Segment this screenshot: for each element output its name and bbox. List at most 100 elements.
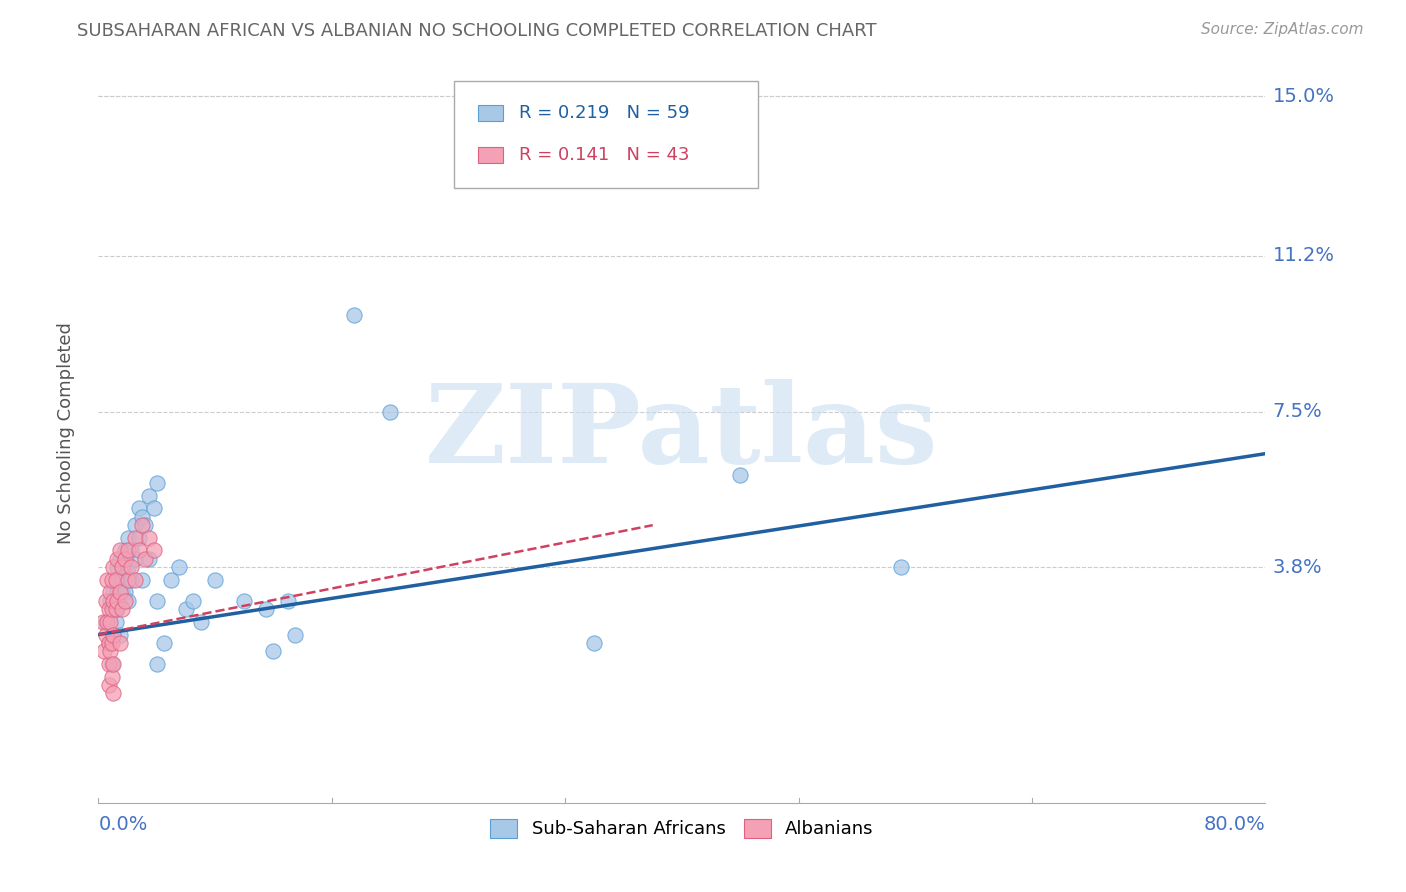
Point xyxy=(100,602,122,616)
Point xyxy=(105,560,128,574)
Point xyxy=(101,627,124,641)
Point xyxy=(124,518,146,533)
Text: ZIPatlas: ZIPatlas xyxy=(425,379,939,486)
Point xyxy=(111,560,134,574)
Point xyxy=(94,615,117,629)
Point xyxy=(146,476,169,491)
FancyBboxPatch shape xyxy=(454,81,758,188)
FancyBboxPatch shape xyxy=(478,104,503,121)
Point xyxy=(101,560,124,574)
Point xyxy=(110,551,132,566)
Point xyxy=(128,501,150,516)
Point xyxy=(98,594,121,608)
Point xyxy=(131,573,153,587)
Point xyxy=(117,594,139,608)
Point xyxy=(105,585,128,599)
Point xyxy=(181,594,204,608)
Point xyxy=(105,602,128,616)
Point xyxy=(98,585,121,599)
Text: 7.5%: 7.5% xyxy=(1272,402,1323,421)
Point xyxy=(111,602,134,616)
Point xyxy=(120,573,142,587)
Point xyxy=(110,594,132,608)
Point xyxy=(98,615,121,629)
Point xyxy=(91,615,114,629)
Point xyxy=(110,585,132,599)
Point xyxy=(110,543,132,558)
Point xyxy=(112,573,135,587)
Point xyxy=(100,573,122,587)
Point xyxy=(100,657,122,671)
Point xyxy=(115,551,138,566)
Point xyxy=(110,627,132,641)
Point xyxy=(97,657,120,671)
Point xyxy=(111,560,134,574)
Point xyxy=(124,531,146,545)
Point xyxy=(142,543,165,558)
Point xyxy=(96,573,118,587)
Point xyxy=(160,573,183,587)
FancyBboxPatch shape xyxy=(478,147,503,163)
Point xyxy=(101,585,124,599)
Point xyxy=(114,560,136,574)
Point xyxy=(101,657,124,671)
Point xyxy=(104,602,127,616)
Point xyxy=(138,489,160,503)
Point xyxy=(100,636,122,650)
Legend: Sub-Saharan Africans, Albanians: Sub-Saharan Africans, Albanians xyxy=(482,812,882,846)
Point xyxy=(131,518,153,533)
Point xyxy=(104,615,127,629)
Point xyxy=(262,644,284,658)
Point xyxy=(890,560,912,574)
Point xyxy=(114,585,136,599)
Point xyxy=(117,560,139,574)
Point xyxy=(131,509,153,524)
Point xyxy=(98,644,121,658)
Point xyxy=(124,573,146,587)
Point xyxy=(138,551,160,566)
Point xyxy=(343,308,366,322)
Text: 0.0%: 0.0% xyxy=(98,815,148,834)
Point xyxy=(114,551,136,566)
Text: R = 0.219   N = 59: R = 0.219 N = 59 xyxy=(519,103,689,122)
Point xyxy=(204,573,226,587)
Point xyxy=(97,602,120,616)
Point xyxy=(117,531,139,545)
Point xyxy=(134,518,156,533)
Text: Source: ZipAtlas.com: Source: ZipAtlas.com xyxy=(1201,22,1364,37)
Point xyxy=(101,627,124,641)
Text: SUBSAHARAN AFRICAN VS ALBANIAN NO SCHOOLING COMPLETED CORRELATION CHART: SUBSAHARAN AFRICAN VS ALBANIAN NO SCHOOL… xyxy=(77,22,877,40)
Point xyxy=(277,594,299,608)
Point xyxy=(97,636,120,650)
Point xyxy=(114,594,136,608)
Point xyxy=(174,602,197,616)
Point xyxy=(120,560,142,574)
Point xyxy=(97,636,120,650)
Point xyxy=(146,594,169,608)
Point xyxy=(128,531,150,545)
Point xyxy=(128,543,150,558)
Point xyxy=(104,573,127,587)
Point xyxy=(120,543,142,558)
Point xyxy=(105,551,128,566)
Point xyxy=(583,636,606,650)
Text: R = 0.141   N = 43: R = 0.141 N = 43 xyxy=(519,146,689,164)
Point xyxy=(97,678,120,692)
Point xyxy=(117,573,139,587)
Point xyxy=(254,602,277,616)
Y-axis label: No Schooling Completed: No Schooling Completed xyxy=(56,322,75,543)
Point xyxy=(96,615,118,629)
Text: 80.0%: 80.0% xyxy=(1204,815,1265,834)
Point xyxy=(117,543,139,558)
Point xyxy=(101,602,124,616)
Point xyxy=(138,531,160,545)
Text: 11.2%: 11.2% xyxy=(1272,246,1334,266)
Point xyxy=(233,594,256,608)
Point xyxy=(93,644,115,658)
Point xyxy=(104,573,127,587)
Point xyxy=(104,594,127,608)
Point xyxy=(284,627,307,641)
Point xyxy=(730,467,752,482)
Point xyxy=(100,670,122,684)
Point xyxy=(114,543,136,558)
